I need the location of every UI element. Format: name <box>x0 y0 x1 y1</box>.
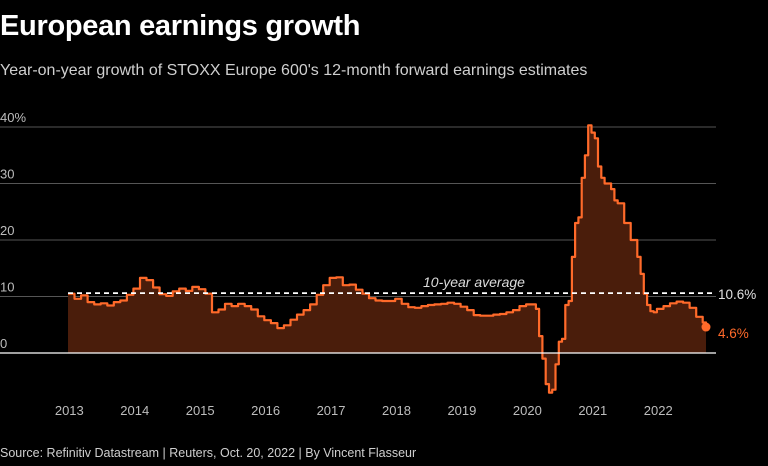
chart-subtitle: Year-on-year growth of STOXX Europe 600'… <box>0 62 588 79</box>
average-value-label: 10.6% <box>718 287 756 302</box>
reference-layer <box>0 292 716 354</box>
annotation-layer: 10-year average 10.6% 4.6% <box>423 274 756 341</box>
x-tick-label: 2017 <box>317 403 346 418</box>
last-value-label: 4.6% <box>718 326 749 341</box>
average-label: 10-year average <box>423 274 525 290</box>
series-area-fill <box>68 125 706 393</box>
y-tick-label: 30 <box>0 167 14 182</box>
series-line <box>68 124 708 394</box>
x-tick-label: 2014 <box>120 403 149 418</box>
x-tick-label: 2022 <box>644 403 673 418</box>
series-line-layer <box>68 124 708 394</box>
y-tick-labels: 0 10 20 30 40% <box>0 110 26 351</box>
x-tick-labels: 2013 2014 2015 2016 2017 2018 2019 2020 2021 2022 <box>55 403 673 418</box>
last-value-marker <box>701 322 711 332</box>
x-tick-label: 2016 <box>251 403 280 418</box>
x-tick-label: 2021 <box>578 403 607 418</box>
x-tick-label: 2018 <box>382 403 411 418</box>
x-tick-label: 2015 <box>186 403 215 418</box>
y-tick-label: 40% <box>0 110 26 125</box>
x-tick-label: 2019 <box>447 403 476 418</box>
source-note: Source: Refinitiv Datastream | Reuters, … <box>0 446 417 460</box>
chart-title: European earnings growth <box>0 10 361 42</box>
area-fill-layer <box>68 125 706 393</box>
y-tick-label: 20 <box>0 223 14 238</box>
y-tick-label: 10 <box>0 280 14 295</box>
x-tick-label: 2020 <box>513 403 542 418</box>
y-tick-label: 0 <box>0 336 7 351</box>
x-tick-label: 2013 <box>55 403 84 418</box>
